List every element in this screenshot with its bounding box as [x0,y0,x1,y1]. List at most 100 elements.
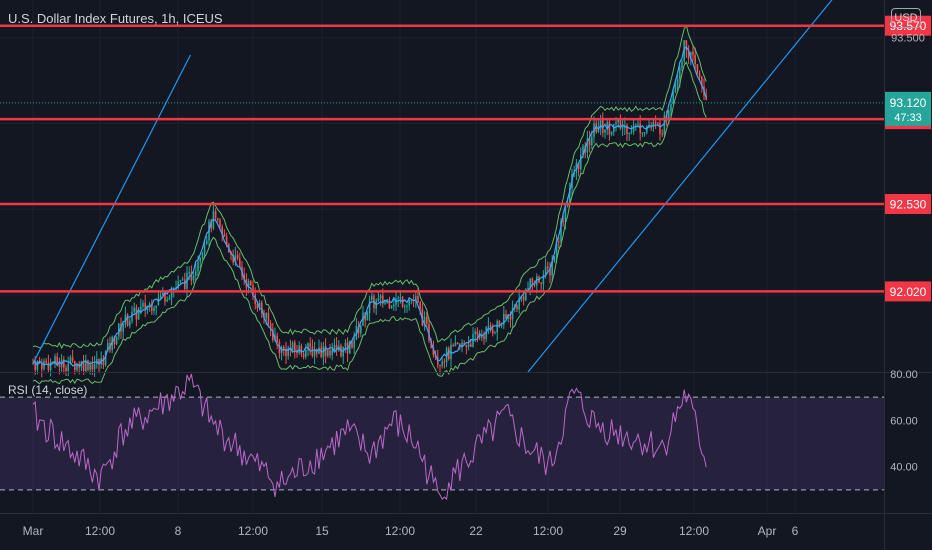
level-label-2: 92.530 [890,198,927,212]
candle-body-289 [668,110,670,118]
candle-body-240 [560,221,562,242]
candle-body-229 [536,276,538,286]
candle-body-186 [441,361,443,366]
currency-button[interactable]: USD [891,8,921,28]
time-tick-label-1: 12:00 [85,524,115,538]
candle-body-43 [126,314,129,326]
candle-body-11 [56,356,58,365]
price-pane [0,0,884,385]
candle-body-126 [309,343,311,347]
level-label-bg-0 [885,15,931,36]
candle-body-8 [49,361,52,370]
rsi-pane [0,373,884,501]
candle-body-286 [661,133,663,135]
candle-body-223 [522,296,525,301]
candle-body-214 [503,313,505,325]
time-tick-label-5: 12:00 [385,524,415,538]
candle-body-252 [586,138,589,153]
candle-body-174 [415,296,417,301]
candle-body-262 [608,121,611,135]
candle-body-242 [564,207,567,222]
candle-body-100 [252,285,254,295]
level-label-3: 92.020 [890,285,927,299]
candle-body-266 [617,120,619,123]
candle-body-123 [302,353,305,358]
candle-body-4 [41,362,43,370]
candle-body-63 [170,290,173,298]
candle-body-193 [456,342,459,345]
candle-body-284 [657,122,659,124]
candle-body-234 [547,266,549,269]
candle-body-25 [87,360,89,370]
candle-body-23 [82,361,85,372]
level-label-bg-3 [885,281,931,302]
candle-body-135 [329,350,331,356]
candle-body-196 [463,342,465,345]
candle-body-136 [331,350,333,356]
candle-body-144 [349,340,351,354]
level-label-0: 93.570 [890,19,927,33]
candle-body-72 [190,272,193,281]
candle-body-81 [210,221,212,229]
candle-body-45 [131,311,133,322]
candle-body-30 [98,358,100,365]
candle-body-153 [368,300,371,313]
current-price-label-bg [885,91,931,126]
candle-body-161 [386,299,388,302]
candle-body-265 [615,122,617,125]
candle-body-162 [388,299,391,308]
price-tick-label: 93.500 [891,33,925,45]
candle-body-299 [690,51,692,59]
candle-body-20 [76,363,78,370]
candle-body-142 [344,342,347,347]
candle-body-259 [602,120,604,133]
candle-body-280 [648,126,650,128]
candle-body-180 [428,323,430,341]
candle-body-62 [168,297,171,300]
candle-body-236 [551,261,553,276]
candle-body-182 [432,347,435,356]
candle-body-152 [366,312,369,321]
candle-body-203 [478,334,481,338]
candle-body-130 [318,347,320,354]
candle-body-73 [192,275,195,281]
candle-body-16 [67,364,69,372]
candle-body-10 [54,356,56,365]
candle-body-58 [159,295,162,298]
rsi-tick-label-0: 80.00 [890,369,918,381]
candle-body-56 [155,305,157,309]
candle-body-106 [265,313,267,318]
candle-body-44 [129,321,131,326]
candle-body-170 [406,305,408,307]
candle-body-227 [531,278,534,285]
candle-body-17 [69,357,72,365]
candle-body-178 [423,316,426,326]
candle-body-179 [426,316,428,324]
candle-body-218 [511,307,514,320]
candle-body-166 [397,297,399,299]
candle-body-304 [701,76,703,87]
candle-body-221 [518,297,520,310]
candle-body-116 [287,347,289,356]
candle-body-261 [606,121,608,130]
candle-body-199 [470,344,472,347]
candle-body-202 [476,331,479,335]
candle-body-217 [509,316,512,320]
candle-body-224 [525,288,527,301]
candle-body-85 [219,219,221,228]
candle-body-64 [173,289,175,291]
candle-body-79 [206,240,208,245]
candle-body-48 [137,310,140,320]
candle-body-209 [492,329,494,334]
candle-body-163 [390,306,393,308]
candle-body-172 [410,300,413,302]
candle-body-256 [595,123,597,133]
candle-body-302 [696,64,699,74]
envelope-lower [32,61,707,385]
candle-body-7 [47,362,50,370]
candle-body-171 [408,300,410,306]
candle-body-146 [353,339,355,348]
candle-body-55 [153,308,155,311]
candle-body-50 [142,303,144,307]
